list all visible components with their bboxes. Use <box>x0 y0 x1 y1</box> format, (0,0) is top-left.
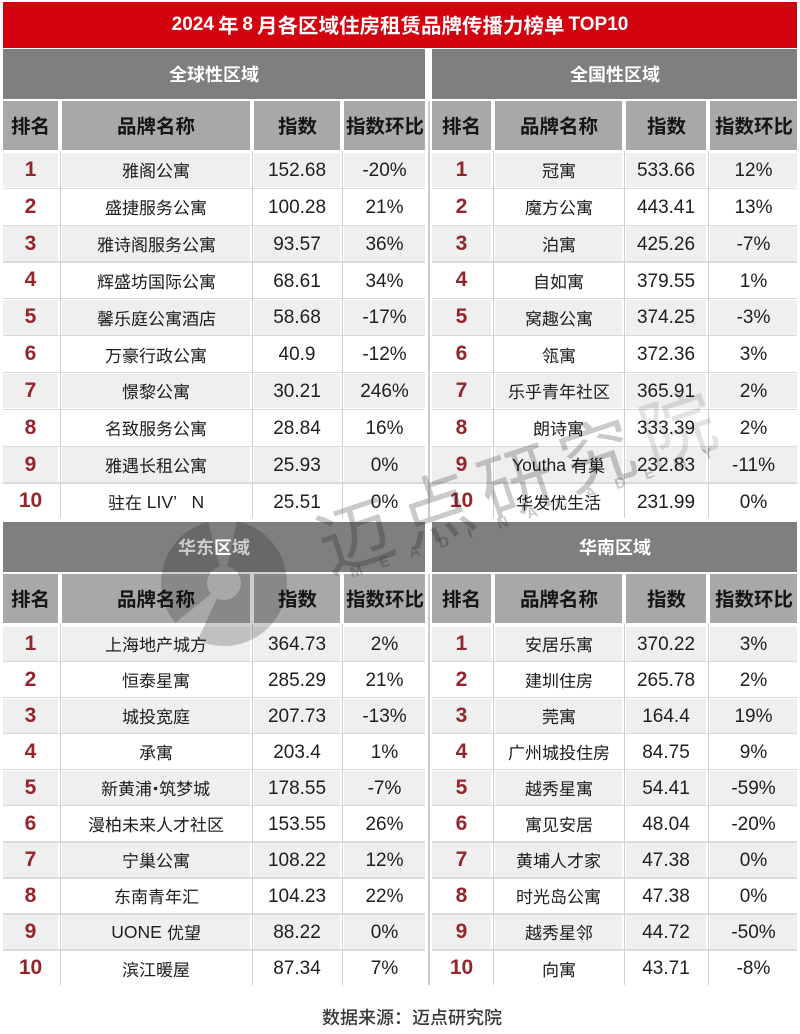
svg-text:D: D <box>436 533 452 553</box>
svg-text:D: D <box>612 474 628 494</box>
svg-text:N: N <box>495 513 511 533</box>
svg-text:M: M <box>671 454 688 474</box>
svg-text:C: C <box>554 493 570 513</box>
svg-text:A: A <box>524 503 540 523</box>
svg-text:E: E <box>642 464 657 483</box>
svg-text:A: A <box>407 543 423 563</box>
svg-text:A: A <box>583 483 599 503</box>
svg-text:M: M <box>348 562 365 582</box>
svg-text:I: I <box>465 525 474 542</box>
